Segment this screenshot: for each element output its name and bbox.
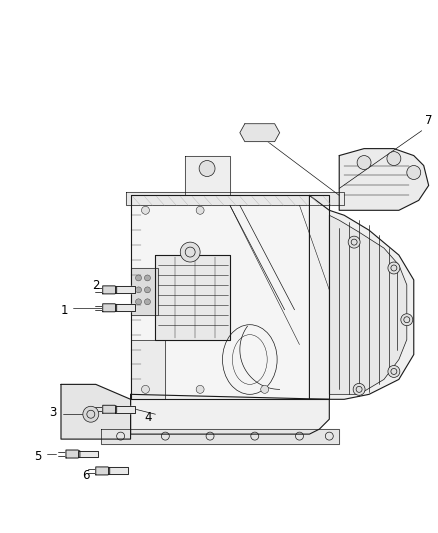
Circle shape [145,299,150,305]
Text: 2: 2 [92,279,99,293]
Polygon shape [339,149,429,211]
Text: 5: 5 [35,449,42,463]
Circle shape [353,383,365,395]
Circle shape [196,385,204,393]
Polygon shape [103,286,117,294]
Polygon shape [329,215,407,394]
Polygon shape [115,286,134,293]
Polygon shape [101,429,339,444]
Circle shape [145,275,150,281]
Text: 6: 6 [82,470,90,482]
Circle shape [180,242,200,262]
Circle shape [141,385,149,393]
Circle shape [388,262,400,274]
Circle shape [145,287,150,293]
Polygon shape [66,450,80,458]
Circle shape [261,385,268,393]
Polygon shape [126,192,344,205]
Text: 7: 7 [425,114,432,127]
Text: 1: 1 [60,304,68,317]
Circle shape [196,206,204,214]
Polygon shape [103,304,117,312]
Polygon shape [131,268,159,315]
Polygon shape [115,406,134,413]
Polygon shape [61,384,131,439]
Circle shape [387,151,401,166]
Circle shape [135,287,141,293]
Text: 4: 4 [145,411,152,424]
Circle shape [135,275,141,281]
Text: 3: 3 [49,406,57,419]
Circle shape [357,156,371,169]
Circle shape [199,160,215,176]
Polygon shape [185,156,230,196]
Polygon shape [103,405,117,413]
Circle shape [401,314,413,326]
Polygon shape [131,196,329,399]
Circle shape [83,406,99,422]
Circle shape [348,236,360,248]
Circle shape [407,166,421,180]
Polygon shape [96,467,110,475]
Circle shape [388,366,400,377]
Polygon shape [115,304,134,311]
Polygon shape [78,450,98,457]
Polygon shape [309,196,414,399]
Polygon shape [131,340,165,399]
Circle shape [141,206,149,214]
Circle shape [135,299,141,305]
Polygon shape [108,467,127,474]
Polygon shape [155,255,230,340]
Polygon shape [131,394,329,434]
Polygon shape [240,124,279,142]
